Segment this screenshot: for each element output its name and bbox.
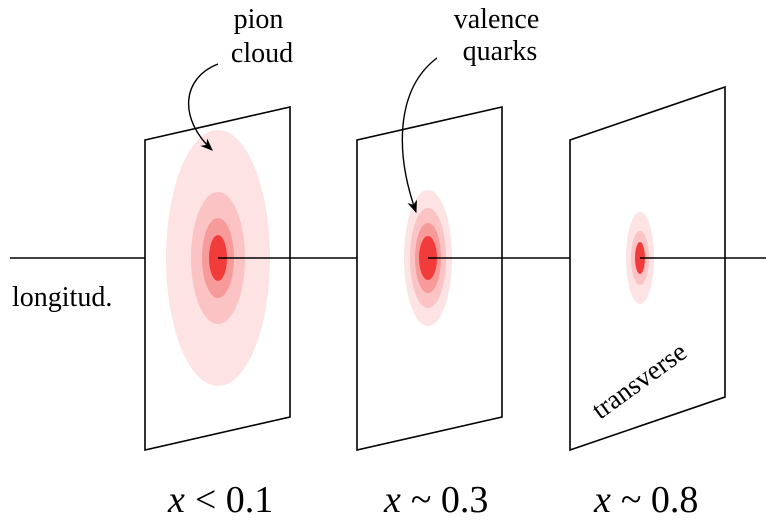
plane-2-x-label: x ~ 0.3 (383, 479, 488, 521)
plane-2-x-var: x (383, 479, 401, 521)
plane-1-x-label: x < 0.1 (167, 479, 273, 521)
plane-3-x-relation: ~ 0.8 (621, 479, 699, 521)
valence-quarks-line-1: valence (454, 4, 540, 35)
longitudinal-label: longitud. (12, 282, 112, 313)
plane-1-x-var: x (167, 479, 185, 521)
pion-cloud-arrow (188, 63, 219, 151)
plane-1-x-relation: < 0.1 (195, 479, 273, 521)
pion-cloud-line-2: cloud (231, 38, 293, 69)
plane-3 (569, 85, 766, 452)
plane-1 (144, 105, 357, 452)
plane-2-x-relation: ~ 0.3 (411, 479, 489, 521)
pion-cloud-label: pion cloud (231, 4, 293, 69)
valence-quarks-label: valence quarks (454, 4, 547, 67)
valence-quarks-arrow (401, 57, 438, 214)
plane-2 (356, 105, 570, 452)
valence-quarks-line-2: quarks (463, 36, 538, 67)
plane-3-x-var: x (593, 479, 611, 521)
pion-cloud-line-1: pion (234, 4, 284, 35)
plane-3-x-label: x ~ 0.8 (593, 479, 698, 521)
